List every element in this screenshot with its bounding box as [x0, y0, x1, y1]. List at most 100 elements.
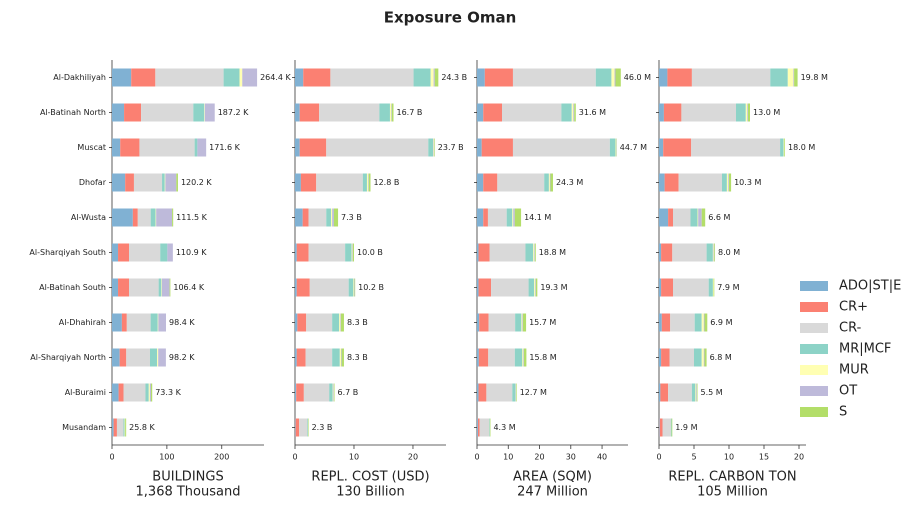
bar-segment — [659, 418, 663, 437]
x-tick-label: 5 — [691, 453, 696, 462]
bar-segment — [132, 208, 138, 227]
bar-segment — [668, 208, 673, 227]
bar-segment — [366, 173, 369, 192]
total-label: 8.0 M — [718, 248, 740, 257]
bar-segment — [308, 243, 346, 262]
bar-segment — [477, 313, 480, 332]
bar-segment — [521, 313, 523, 332]
bar-segment — [690, 208, 698, 227]
bar-segment — [149, 383, 151, 402]
x-axis-sublabel: 247 Million — [517, 485, 588, 500]
bar-segment — [673, 278, 709, 297]
bar-segment — [522, 348, 524, 367]
bar-segment — [659, 383, 661, 402]
total-label: 31.6 M — [579, 108, 606, 117]
legend-swatch — [800, 302, 828, 312]
total-label: 7.9 M — [717, 283, 739, 292]
legend-swatch — [800, 386, 828, 396]
x-tick-label: 20 — [534, 453, 544, 462]
bar-segment — [497, 173, 545, 192]
bar-segment — [305, 348, 333, 367]
bar-segment — [659, 208, 669, 227]
bar-segment — [125, 173, 134, 192]
bar-segment — [223, 68, 240, 87]
bar-segment — [295, 418, 300, 437]
total-label: 12.7 M — [520, 388, 547, 397]
bar-segment — [368, 173, 369, 192]
total-label: 6.7 B — [338, 388, 359, 397]
bar-segment — [300, 173, 317, 192]
bar-segment — [330, 68, 414, 87]
y-tick-label: Al-Dhahirah — [59, 318, 106, 327]
bar-segment — [113, 418, 117, 437]
bar-segment — [659, 348, 662, 367]
x-tick-label: 40 — [597, 453, 607, 462]
bar-segment — [333, 208, 339, 227]
total-label: 98.2 K — [169, 353, 195, 362]
legend-label: CR- — [839, 321, 862, 336]
total-label: 5.5 M — [701, 388, 723, 397]
bar-segment — [307, 418, 308, 437]
legend-label: MUR — [839, 363, 869, 378]
bar-segment — [659, 68, 668, 87]
bar-segment — [297, 313, 307, 332]
bar-segment — [477, 208, 484, 227]
bar-segment — [112, 208, 133, 227]
bar-segment — [770, 68, 788, 87]
bar-segment — [745, 103, 748, 122]
bar-segment — [698, 208, 702, 227]
bar-segment — [477, 243, 479, 262]
bar-segment — [660, 383, 669, 402]
total-label: 44.7 M — [620, 143, 647, 152]
bar-segment — [488, 348, 515, 367]
bar-segment — [706, 243, 713, 262]
bar-segment — [155, 208, 157, 227]
bar-segment — [479, 418, 490, 437]
bar-segment — [340, 313, 342, 332]
bar-segment — [523, 348, 524, 367]
total-label: 18.0 M — [788, 143, 815, 152]
bar-segment — [681, 103, 736, 122]
bar-segment — [204, 103, 205, 122]
total-label: 25.8 K — [129, 423, 155, 432]
bar-segment — [126, 348, 150, 367]
bar-segment — [118, 383, 124, 402]
y-tick-label: Al-Sharqiyah South — [29, 248, 106, 257]
bar-segment — [691, 68, 771, 87]
y-tick-label: Al-Batinah South — [39, 283, 106, 292]
bar-segment — [295, 68, 304, 87]
bar-segment — [662, 418, 671, 437]
bar-segment — [522, 313, 523, 332]
bar-segment — [659, 173, 665, 192]
x-axis-label: REPL. CARBON TON — [668, 470, 796, 485]
bar-segment — [489, 243, 526, 262]
bar-segment — [477, 278, 479, 297]
bar-segment — [295, 208, 303, 227]
bar-segment — [197, 138, 207, 157]
bar-segment — [341, 348, 342, 367]
y-tick-label: Al-Batinah North — [40, 108, 106, 117]
bar-segment — [299, 138, 327, 157]
bar-segment — [695, 383, 697, 402]
bar-segment — [352, 243, 354, 262]
bar-segment — [667, 68, 692, 87]
bar-segment — [433, 68, 435, 87]
bar-segment — [194, 138, 198, 157]
bar-segment — [137, 208, 151, 227]
bar-segment — [571, 103, 574, 122]
bar-segment — [704, 348, 707, 367]
total-label: 23.7 B — [438, 143, 464, 152]
bar-segment — [156, 208, 173, 227]
x-tick-label: 0 — [109, 453, 114, 462]
bar-segment — [295, 173, 301, 192]
bar-segment — [489, 418, 491, 437]
bar-segment — [295, 418, 296, 437]
bar-segment — [534, 278, 536, 297]
bar-segment — [326, 208, 331, 227]
bar-segment — [535, 278, 538, 297]
bar-segment — [434, 68, 439, 87]
bar-segment — [124, 103, 142, 122]
bar-segment — [118, 243, 130, 262]
bar-segment — [550, 173, 553, 192]
bar-segment — [139, 138, 195, 157]
